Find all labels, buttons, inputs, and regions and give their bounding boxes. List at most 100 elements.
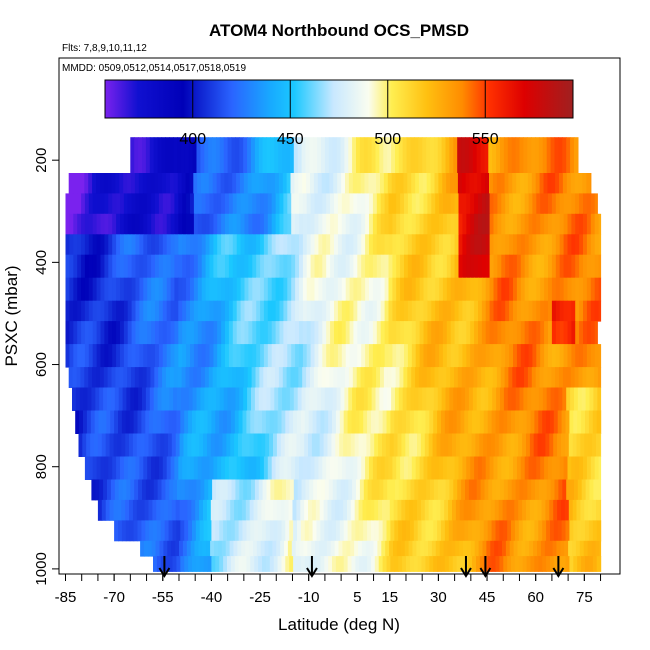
heatmap-cell [399, 173, 404, 194]
heatmap-cell [496, 367, 502, 388]
heatmap-cell [343, 499, 348, 521]
heatmap-cell [511, 137, 517, 174]
heatmap-cell [339, 499, 344, 521]
heatmap-cell [468, 137, 474, 174]
heatmap-cell [138, 387, 143, 411]
heatmap-cell [590, 234, 596, 256]
heatmap-cell [507, 137, 513, 174]
heatmap-cell [544, 540, 550, 557]
heatmap-cell [485, 234, 491, 256]
heatmap-cell [494, 540, 499, 557]
heatmap-cell [123, 300, 129, 322]
heatmap-cell [501, 344, 506, 368]
heatmap-cell [520, 213, 526, 235]
heatmap-cell [594, 277, 600, 302]
heatmap-cell [120, 254, 125, 279]
heatmap-cell [525, 540, 530, 557]
heatmap-cell [423, 321, 428, 345]
heatmap-cell [541, 433, 546, 457]
heatmap-cell [357, 344, 362, 368]
heatmap-cell [345, 277, 351, 302]
heatmap-cell [155, 213, 160, 235]
heatmap-cell [481, 321, 487, 345]
heatmap-cell [563, 213, 569, 235]
heatmap-cell [353, 213, 358, 235]
heatmap-cell [427, 321, 432, 345]
heatmap-cell [423, 300, 428, 322]
heatmap-cell [100, 321, 105, 345]
heatmap-cell [112, 456, 117, 480]
heatmap-cell [326, 300, 331, 322]
heatmap-cell [182, 456, 187, 480]
heatmap-cell [463, 433, 469, 457]
heatmap-cell [380, 193, 386, 215]
heatmap-cell [324, 410, 329, 434]
heatmap-cell [163, 540, 168, 557]
heatmap-cell [107, 387, 112, 411]
heatmap-cell [580, 499, 585, 521]
heatmap-cell [414, 137, 419, 174]
heatmap-cell [571, 193, 576, 215]
heatmap-cell [430, 479, 435, 501]
heatmap-cell [256, 277, 261, 302]
heatmap-cell [426, 137, 431, 174]
heatmap-cell [376, 234, 382, 256]
heatmap-cell [458, 344, 463, 368]
heatmap-cell [551, 344, 557, 368]
heatmap-cell [463, 540, 468, 557]
heatmap-cell [485, 277, 491, 302]
heatmap-cell [573, 556, 578, 572]
heatmap-cell [483, 520, 489, 542]
heatmap-cell [411, 213, 417, 235]
heatmap-cell [77, 277, 82, 302]
heatmap-cell [334, 277, 339, 302]
heatmap-cell [435, 254, 440, 279]
heatmap-cell [465, 173, 471, 194]
heatmap-cell [452, 433, 457, 457]
heatmap-cell [101, 433, 107, 457]
heatmap-cell [548, 300, 553, 322]
heatmap-cell [190, 540, 196, 557]
heatmap-cell [345, 321, 351, 345]
heatmap-cell [81, 300, 86, 322]
heatmap-cell [155, 321, 160, 345]
heatmap-cell [151, 213, 156, 235]
heatmap-cell [294, 367, 299, 388]
heatmap-cell [160, 556, 166, 572]
heatmap-cell [143, 321, 148, 345]
heatmap-cell [330, 321, 335, 345]
heatmap-cell [246, 520, 251, 542]
heatmap-cell [162, 344, 168, 368]
heatmap-cell [174, 234, 179, 256]
heatmap-cell [171, 433, 177, 457]
heatmap-cell [180, 137, 186, 174]
heatmap-cell [347, 520, 353, 542]
heatmap-cell [240, 456, 246, 480]
heatmap-cell [198, 540, 203, 557]
heatmap-cell [459, 540, 464, 557]
heatmap-cell [126, 387, 131, 411]
heatmap-cell [190, 277, 195, 302]
heatmap-cell [131, 367, 136, 388]
heatmap-cell [252, 277, 257, 302]
heatmap-cell [353, 254, 358, 279]
heatmap-cell [497, 300, 502, 322]
heatmap-cell [158, 344, 164, 368]
heatmap-cell [456, 410, 462, 434]
heatmap-cell [274, 479, 279, 501]
heatmap-cell [579, 344, 584, 368]
heatmap-cell [472, 479, 478, 501]
heatmap-cell [410, 137, 415, 174]
heatmap-cell [407, 234, 413, 256]
heatmap-cell [501, 321, 506, 345]
heatmap-cell [169, 367, 175, 388]
heatmap-cell [284, 540, 289, 557]
heatmap-cell [322, 344, 327, 368]
heatmap-cell [310, 277, 316, 302]
heatmap-cell [246, 410, 251, 434]
heatmap-cell [164, 520, 170, 542]
heatmap-cell [520, 321, 526, 345]
heatmap-cell [271, 254, 277, 279]
heatmap-cell [575, 213, 580, 235]
heatmap-cell [349, 193, 355, 215]
